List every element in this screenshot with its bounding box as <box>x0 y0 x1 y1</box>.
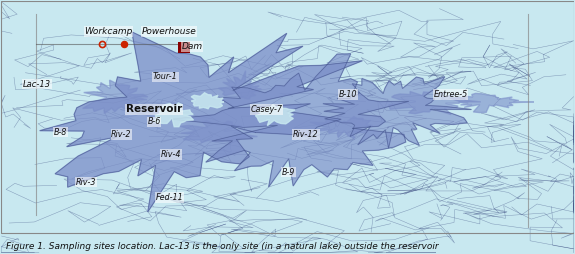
Text: Riv-3: Riv-3 <box>76 178 96 187</box>
Text: Entree-5: Entree-5 <box>434 90 467 99</box>
Text: B-6: B-6 <box>147 118 160 126</box>
Text: Powerhouse: Powerhouse <box>141 27 196 36</box>
Text: Riv-2: Riv-2 <box>111 130 132 139</box>
Text: B-9: B-9 <box>282 168 295 177</box>
Text: Workcamp: Workcamp <box>85 27 133 36</box>
Text: Lac-13: Lac-13 <box>23 80 51 89</box>
Polygon shape <box>180 121 262 143</box>
Text: Riv-12: Riv-12 <box>293 130 319 139</box>
Polygon shape <box>171 54 409 187</box>
Polygon shape <box>191 93 224 109</box>
Text: Dam: Dam <box>182 42 203 51</box>
Text: Fed-11: Fed-11 <box>156 193 183 202</box>
Text: Riv-4: Riv-4 <box>160 150 181 159</box>
Text: Reservoir: Reservoir <box>126 104 182 114</box>
Polygon shape <box>323 77 471 148</box>
Text: Tour-1: Tour-1 <box>153 72 178 81</box>
Polygon shape <box>218 71 261 99</box>
Polygon shape <box>389 89 481 115</box>
Text: B-8: B-8 <box>54 128 67 136</box>
Text: B-10: B-10 <box>339 90 358 99</box>
Polygon shape <box>255 104 295 126</box>
Polygon shape <box>310 117 373 138</box>
Text: Casey-7: Casey-7 <box>250 105 282 114</box>
Bar <box>178 42 190 53</box>
Polygon shape <box>40 32 362 212</box>
Polygon shape <box>83 80 148 114</box>
Polygon shape <box>154 103 193 127</box>
Polygon shape <box>449 93 534 113</box>
Text: Figure 1. Sampling sites location. Lac-13 is the only site (in a natural lake) o: Figure 1. Sampling sites location. Lac-1… <box>6 243 438 251</box>
